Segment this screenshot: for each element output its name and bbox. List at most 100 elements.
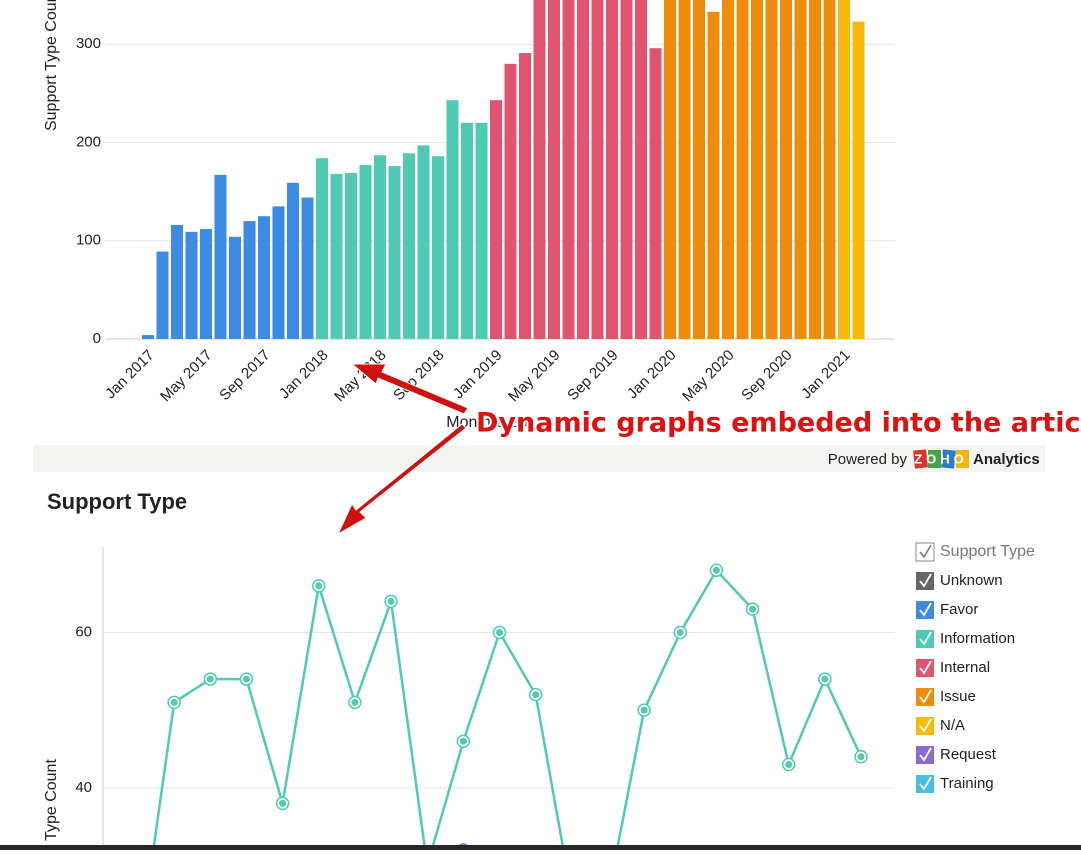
bar — [229, 236, 241, 339]
bar — [722, 0, 734, 339]
legend-check — [919, 573, 932, 588]
legend-label: Favor — [940, 601, 978, 618]
window-edge — [0, 845, 1081, 850]
y-tick-label: 200 — [76, 133, 101, 150]
bar — [185, 231, 198, 339]
point-core — [206, 675, 214, 683]
x-tick-label: Sep 2019 — [564, 347, 621, 404]
legend-check — [919, 689, 932, 704]
x-axis-label: Month&Year — [446, 414, 534, 431]
point-core — [387, 597, 395, 605]
plot — [152, 563, 868, 845]
bar — [461, 122, 473, 339]
bar — [577, 0, 589, 339]
x-tick-label: Sep 2017 — [216, 347, 273, 404]
y-tick-label: 0 — [93, 330, 101, 347]
bar — [852, 21, 865, 339]
point-core — [676, 628, 684, 636]
point-core — [459, 737, 467, 745]
bar — [388, 166, 401, 339]
y-axis-label: Support Type Count — [43, 0, 60, 131]
bar — [330, 173, 343, 339]
point-core — [749, 605, 757, 613]
bar — [780, 0, 792, 339]
chart-title: Support Type — [47, 489, 187, 514]
bar — [693, 0, 705, 339]
point-core — [821, 675, 829, 683]
legend-check — [919, 660, 932, 675]
legend-check — [919, 718, 932, 733]
bar — [258, 216, 270, 339]
x-tick-label: May 2017 — [157, 347, 216, 406]
bar — [316, 158, 328, 339]
bar — [214, 174, 227, 339]
x-tick-label: May 2019 — [505, 347, 564, 406]
point-core — [785, 761, 793, 769]
bar — [171, 225, 183, 339]
bar — [345, 172, 357, 339]
bar — [490, 100, 502, 339]
point-core — [279, 799, 287, 807]
point-core — [712, 566, 720, 574]
brand-logo: ZOHO — [913, 449, 969, 469]
annotation: Dynamic graphs embeded into the article — [476, 408, 1081, 439]
bar — [519, 53, 531, 339]
bar — [301, 197, 314, 339]
bar — [287, 182, 299, 339]
bar — [751, 0, 763, 339]
y-tick-label: 60 — [75, 623, 92, 640]
legend-check — [919, 544, 932, 559]
bar — [823, 0, 836, 339]
point-core — [640, 706, 648, 714]
legend-label: Training — [940, 775, 994, 792]
powered-by: Powered by — [828, 451, 908, 468]
x-tick-label: Jan 2019 — [450, 347, 506, 403]
bar — [707, 11, 720, 339]
bar — [606, 0, 618, 339]
point-core — [496, 628, 503, 636]
bar — [838, 0, 850, 339]
legend-label: Unknown — [940, 572, 1003, 589]
y-tick-label: 100 — [76, 232, 101, 249]
bar — [591, 0, 604, 339]
annotation-arrows — [336, 363, 469, 536]
point — [458, 843, 468, 845]
bar — [403, 153, 415, 339]
brand: ZOHO — [914, 451, 968, 466]
bar — [243, 221, 256, 339]
bar — [794, 0, 807, 339]
legend-label: Internal — [940, 659, 990, 676]
x-tick-label: Jan 2018 — [276, 347, 332, 403]
legend-check — [919, 776, 932, 791]
bar — [533, 0, 546, 339]
bar — [446, 100, 459, 339]
bar — [664, 0, 676, 339]
point-core — [315, 582, 323, 590]
x-tick-label: Jan 2021 — [798, 347, 854, 403]
bar — [475, 122, 488, 339]
legend-label: Issue — [940, 688, 976, 705]
legend-label: Request — [940, 746, 997, 763]
bar — [678, 0, 691, 339]
footer-bar — [33, 445, 1045, 472]
bar — [809, 0, 821, 339]
y-tick-label: 40 — [75, 779, 92, 796]
bar — [374, 155, 386, 339]
legend-check — [919, 602, 932, 617]
legend-title: Support Type — [940, 543, 1035, 560]
point-core — [532, 691, 540, 699]
x-tick-label: May 2020 — [679, 347, 738, 406]
bar — [417, 145, 430, 339]
bar — [765, 0, 778, 339]
bar — [359, 165, 372, 339]
legend-label: N/A — [940, 717, 965, 734]
bar — [649, 48, 662, 339]
y-axis-label: Type Count — [43, 759, 60, 841]
x-tick-label: Jan 2020 — [624, 347, 680, 403]
bar — [200, 228, 212, 339]
point-core — [857, 753, 865, 761]
x-tick-label: Jan 2017 — [102, 347, 158, 403]
x-tick-label: Sep 2020 — [738, 347, 795, 404]
bar — [635, 0, 647, 339]
